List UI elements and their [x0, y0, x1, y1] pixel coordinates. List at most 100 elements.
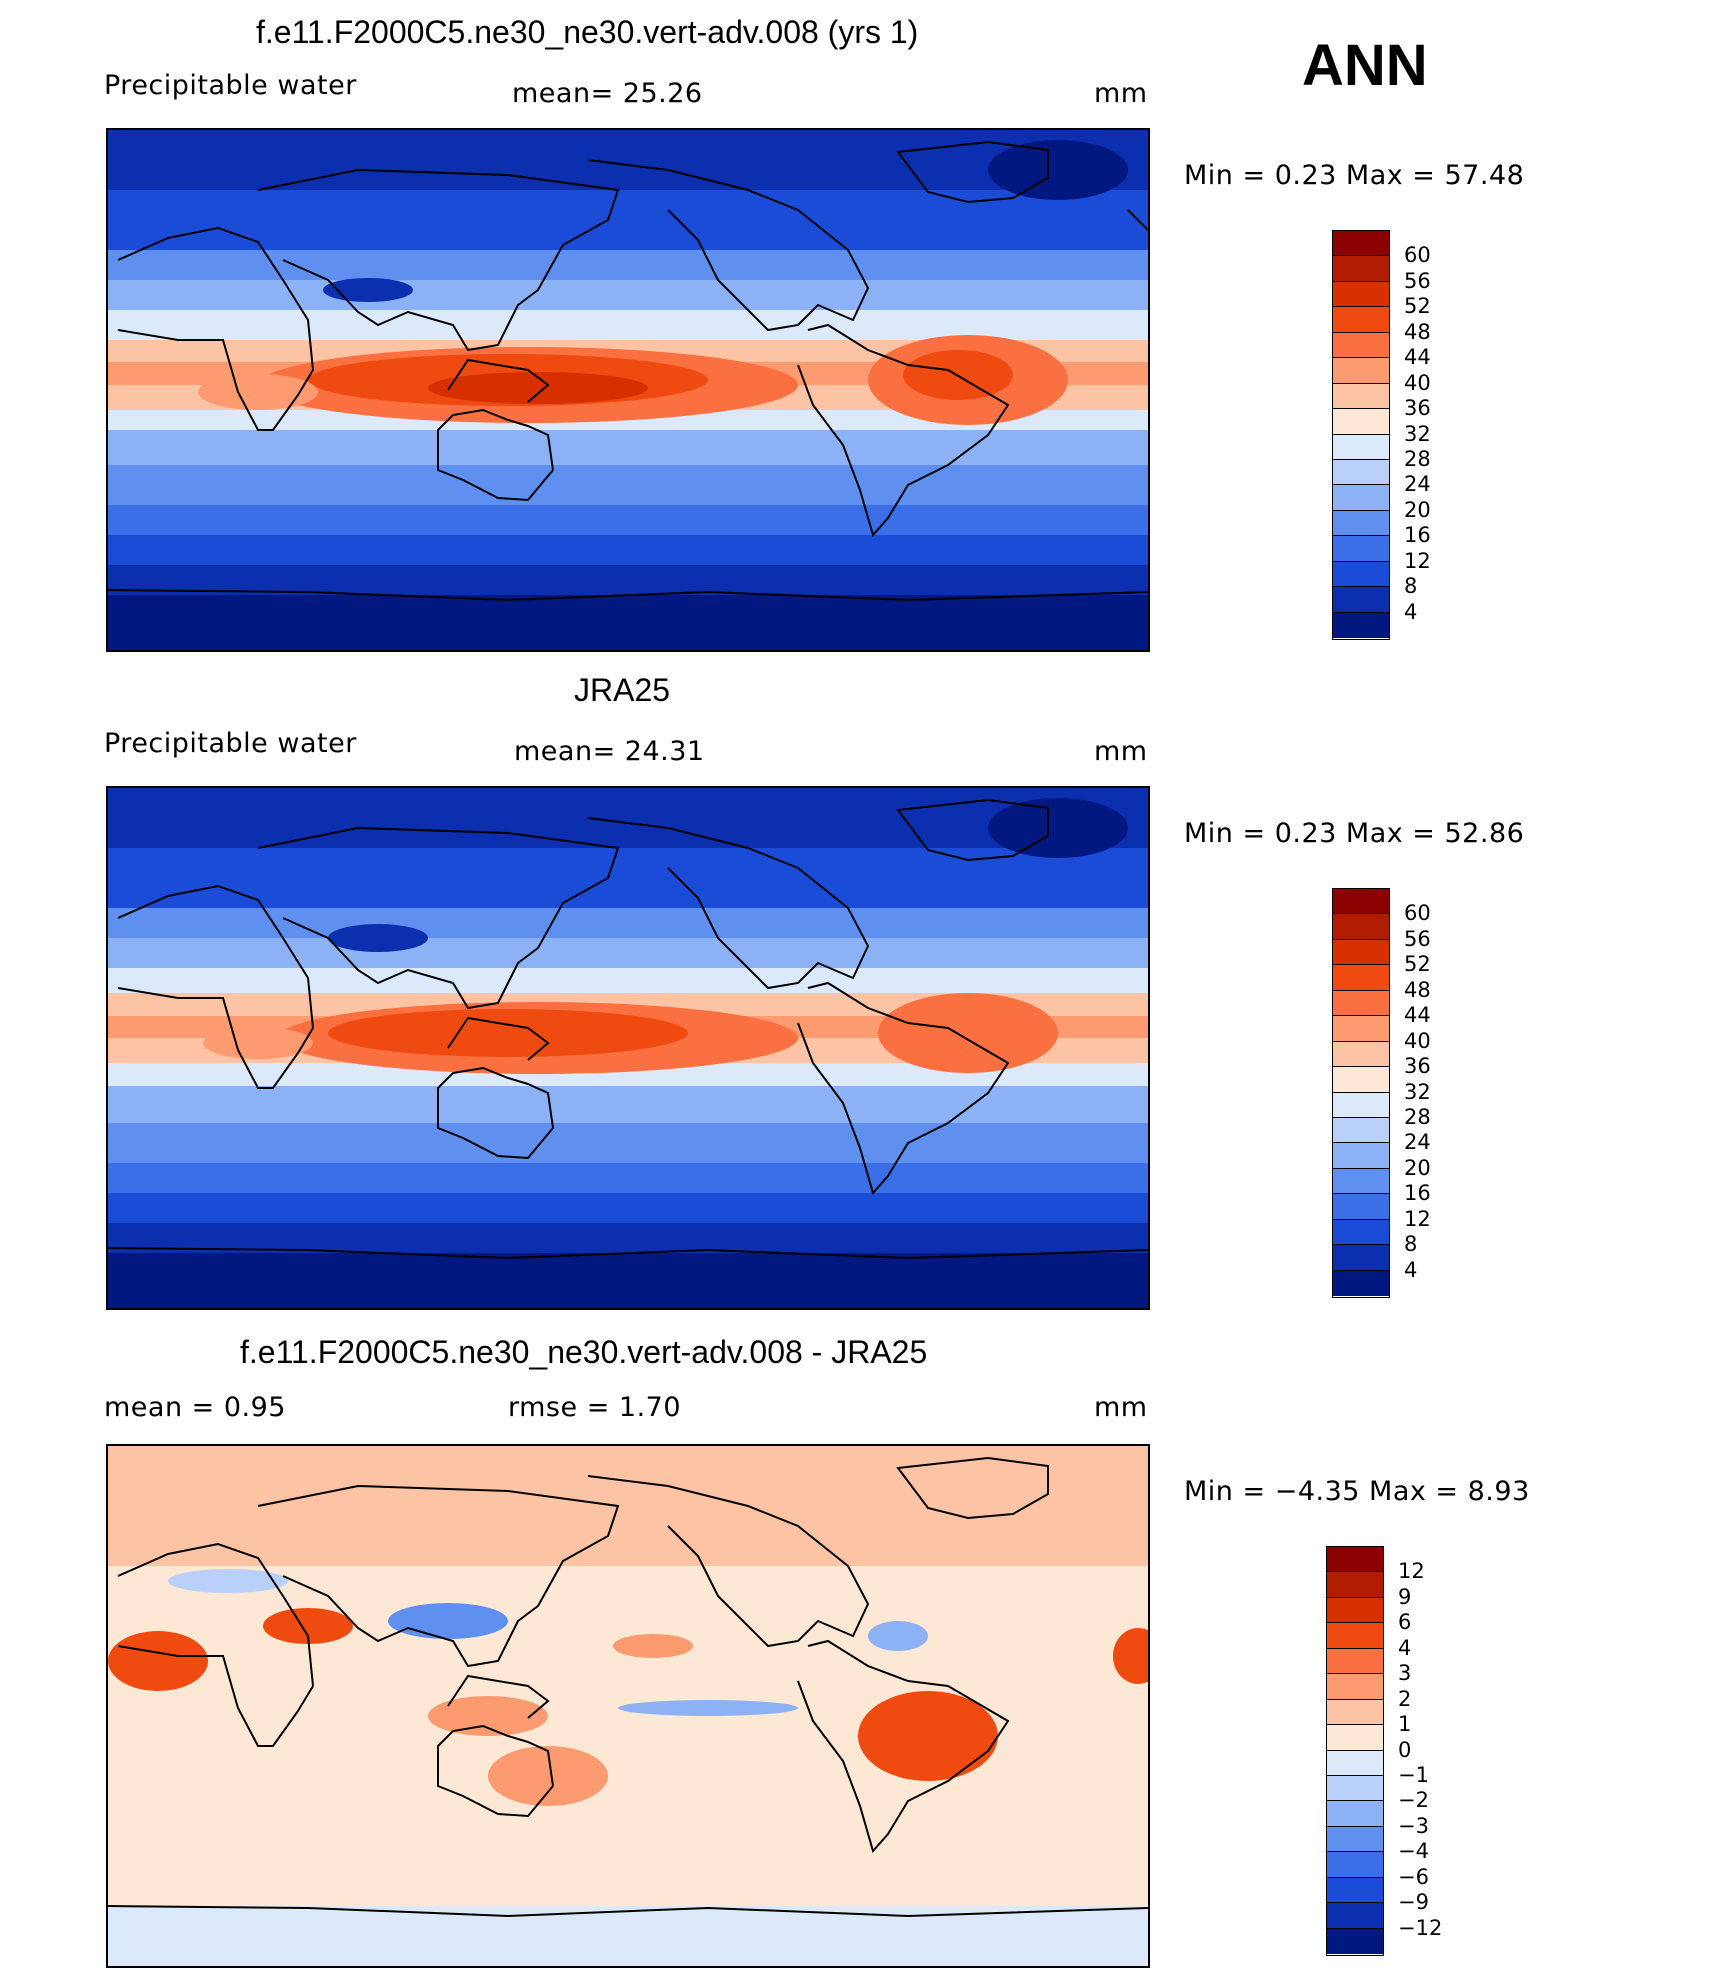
colorbar-tick-label: 24 [1404, 472, 1431, 497]
colorbar-tick-label: 36 [1404, 396, 1431, 421]
colorbar-cell [1333, 939, 1389, 966]
panel-2-units: mm [1094, 736, 1148, 767]
colorbar-tick-label: 48 [1404, 977, 1431, 1002]
panel-1-minmax: Min = 0.23 Max = 57.48 [1184, 160, 1525, 191]
colorbar-cell [1327, 1775, 1383, 1802]
panel-2-mean-label: mean= 24.31 [514, 736, 705, 767]
colorbar-tick-label: 60 [1404, 901, 1431, 926]
colorbar-tick-label: 52 [1404, 952, 1431, 977]
colorbar-cell [1333, 1194, 1389, 1220]
colorbar-cell [1333, 434, 1389, 460]
panel-1-variable-label: Precipitable water [104, 70, 357, 101]
colorbar-tick-label: −1 [1398, 1762, 1429, 1787]
colorbar-tick-label: 56 [1404, 926, 1431, 951]
colorbar-tick-label: 16 [1404, 1181, 1431, 1206]
colorbar-cell [1333, 612, 1389, 638]
colorbar-tick-label: −3 [1398, 1813, 1429, 1838]
colorbar-cell [1327, 1648, 1383, 1675]
colorbar-cell [1333, 281, 1389, 308]
panel-3-field [108, 1446, 1148, 1966]
colorbar-tick-label: 36 [1404, 1054, 1431, 1079]
colorbar-cell [1333, 889, 1389, 915]
colorbar-cell [1327, 1597, 1383, 1624]
panel-2-field [108, 788, 1148, 1308]
colorbar-tick-label: 44 [1404, 345, 1431, 370]
colorbar-tick-label: 48 [1404, 319, 1431, 344]
colorbar-cell [1333, 1117, 1389, 1144]
colorbar-cell [1333, 1143, 1389, 1169]
panel-3-mean-label: mean = 0.95 [104, 1392, 286, 1423]
colorbar-tick-label: 20 [1404, 497, 1431, 522]
colorbar-tick-label: 8 [1404, 574, 1418, 599]
colorbar-cell [1327, 1674, 1383, 1700]
colorbar-tick-label: 40 [1404, 1028, 1431, 1053]
colorbar-cell [1333, 536, 1389, 562]
colorbar-tick-label: 28 [1404, 1104, 1431, 1129]
colorbar-cell [1333, 409, 1389, 435]
colorbar-tick-label: −9 [1398, 1890, 1429, 1915]
colorbar-cell [1333, 485, 1389, 511]
panel-2-variable-label: Precipitable water [104, 728, 357, 759]
colorbar-tick-label: 16 [1404, 523, 1431, 548]
colorbar-cell [1327, 1801, 1383, 1827]
panel-3-map [106, 1444, 1150, 1968]
colorbar-cell [1327, 1877, 1383, 1904]
colorbar-tick-label: 44 [1404, 1003, 1431, 1028]
colorbar-cell [1327, 1547, 1383, 1573]
colorbar-cell [1333, 1168, 1389, 1195]
colorbar-tick-label: −2 [1398, 1788, 1429, 1813]
colorbar-tick-label: 60 [1404, 243, 1431, 268]
panel-3-colorbar [1326, 1546, 1384, 1956]
colorbar-cell [1333, 459, 1389, 486]
colorbar-tick-label: 12 [1404, 1206, 1431, 1231]
colorbar-cell [1333, 383, 1389, 410]
colorbar-tick-label: 6 [1398, 1610, 1412, 1635]
season-label: ANN [1302, 33, 1428, 98]
colorbar-cell [1333, 587, 1389, 613]
colorbar-cell [1327, 1852, 1383, 1878]
colorbar-cell [1333, 990, 1389, 1017]
colorbar-cell [1333, 1092, 1389, 1118]
colorbar-tick-label: 32 [1404, 1079, 1431, 1104]
colorbar-tick-label: 1 [1398, 1712, 1412, 1737]
colorbar-tick-label: 40 [1404, 370, 1431, 395]
colorbar-tick-label: 8 [1404, 1232, 1418, 1257]
colorbar-cell [1333, 307, 1389, 333]
colorbar-tick-label: 3 [1398, 1661, 1412, 1686]
colorbar-tick-label: −4 [1398, 1839, 1429, 1864]
panel-1-title: f.e11.F2000C5.ne30_ne30.vert-adv.008 (yr… [256, 14, 919, 50]
colorbar-cell [1333, 1041, 1389, 1068]
colorbar-cell [1327, 1750, 1383, 1776]
panel-2-title: JRA25 [574, 672, 671, 708]
colorbar-cell [1327, 1826, 1383, 1853]
colorbar-tick-label: 9 [1398, 1584, 1412, 1609]
panel-1-map [106, 128, 1150, 652]
colorbar-tick-label: −12 [1398, 1915, 1443, 1940]
colorbar-tick-label: 20 [1404, 1155, 1431, 1180]
panel-2-map [106, 786, 1150, 1310]
colorbar-cell [1333, 1016, 1389, 1042]
colorbar-tick-label: 12 [1398, 1559, 1425, 1584]
colorbar-cell [1333, 510, 1389, 537]
colorbar-tick-label: 0 [1398, 1737, 1412, 1762]
colorbar-tick-label: −6 [1398, 1864, 1429, 1889]
colorbar-cell [1333, 1067, 1389, 1093]
colorbar-cell [1333, 332, 1389, 359]
colorbar-cell [1327, 1725, 1383, 1751]
colorbar-tick-label: 4 [1404, 599, 1418, 624]
colorbar-tick-label: 4 [1398, 1635, 1412, 1660]
colorbar-tick-label: 2 [1398, 1686, 1412, 1711]
colorbar-cell [1333, 256, 1389, 282]
colorbar-cell [1327, 1623, 1383, 1649]
panel-1-mean-label: mean= 25.26 [512, 78, 703, 109]
colorbar-cell [1333, 561, 1389, 588]
colorbar-cell [1333, 1270, 1389, 1296]
colorbar-cell [1333, 358, 1389, 384]
colorbar-tick-label: 28 [1404, 446, 1431, 471]
colorbar-tick-label: 52 [1404, 294, 1431, 319]
colorbar-tick-label: 24 [1404, 1130, 1431, 1155]
colorbar-cell [1327, 1928, 1383, 1954]
panel-2-minmax: Min = 0.23 Max = 52.86 [1184, 818, 1525, 849]
colorbar-cell [1333, 914, 1389, 940]
colorbar-tick-label: 4 [1404, 1257, 1418, 1282]
